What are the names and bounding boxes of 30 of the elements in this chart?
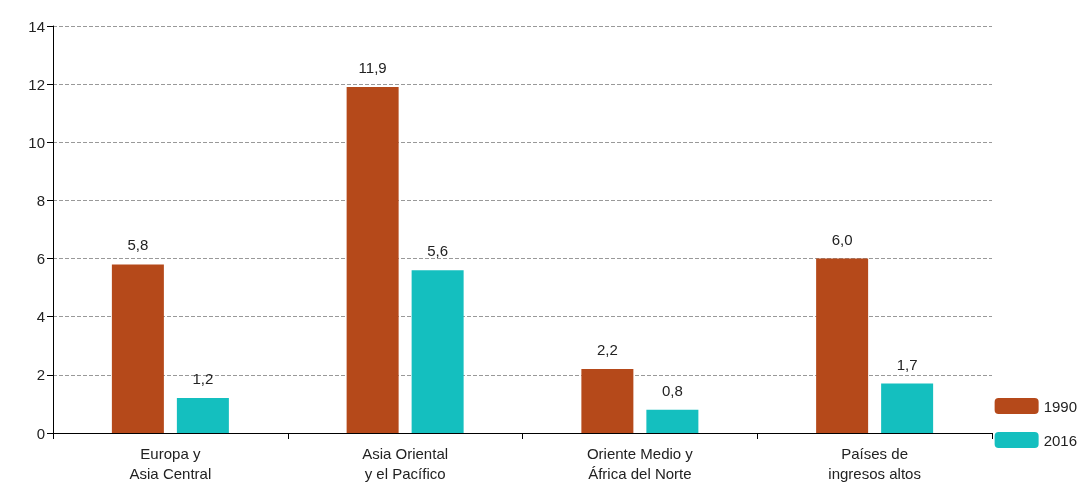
bar	[581, 369, 634, 433]
legend-label: 2016	[1043, 431, 1078, 449]
data-label: 5,6	[427, 242, 449, 260]
data-label: 0,8	[661, 381, 683, 399]
data-label: 1,7	[896, 355, 918, 373]
bar	[816, 258, 869, 433]
y-tick-label: 4	[36, 308, 45, 326]
y-tick-label: 8	[36, 191, 45, 209]
bar	[176, 398, 229, 433]
y-tick-label: 6	[36, 250, 45, 268]
y-tick-label: 14	[28, 17, 45, 35]
y-tick-label: 0	[36, 424, 45, 442]
x-tick-label: Países de ingresos altos	[828, 444, 921, 482]
x-tick-label: Asia Oriental y el Pacífico	[362, 444, 449, 482]
y-tick-label: 12	[28, 75, 45, 93]
data-label: 5,8	[127, 236, 149, 254]
data-label: 2,2	[596, 341, 618, 359]
data-label: 6,0	[831, 230, 853, 248]
bar	[646, 409, 699, 433]
y-tick-label: 10	[28, 133, 45, 151]
data-label: 1,2	[192, 370, 214, 388]
x-tick-label: Oriente Medio y África del Norte	[586, 444, 694, 482]
x-tick-label: Europa y Asia Central	[129, 444, 212, 482]
bar	[111, 264, 164, 433]
bar	[346, 87, 399, 433]
bar	[881, 383, 934, 433]
legend-label: 1990	[1043, 397, 1078, 415]
data-label: 11,9	[358, 59, 387, 77]
y-tick-label: 2	[36, 366, 45, 384]
bar	[411, 270, 464, 433]
